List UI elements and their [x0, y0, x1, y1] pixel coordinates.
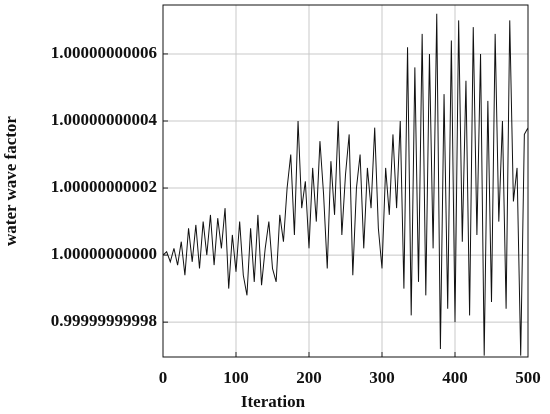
x-axis-label: Iteration [241, 392, 306, 411]
x-tick-label: 500 [515, 368, 541, 387]
y-tick-label: 1.00000000006 [51, 43, 157, 62]
y-tick-label: 1.00000000002 [51, 177, 157, 196]
data-line [162, 13, 529, 356]
x-tick-label: 200 [296, 368, 322, 387]
x-tick-label: 100 [223, 368, 249, 387]
y-axis-label: water wave factor [1, 116, 20, 246]
x-tick-label: 0 [159, 368, 168, 387]
x-tick-label: 400 [442, 368, 468, 387]
x-tick-label: 300 [369, 368, 395, 387]
y-tick-label: 1.00000000004 [51, 110, 158, 129]
y-tick-label: 0.99999999998 [51, 311, 157, 330]
y-tick-label: 1.00000000000 [51, 244, 157, 263]
plot-frame [162, 4, 529, 358]
